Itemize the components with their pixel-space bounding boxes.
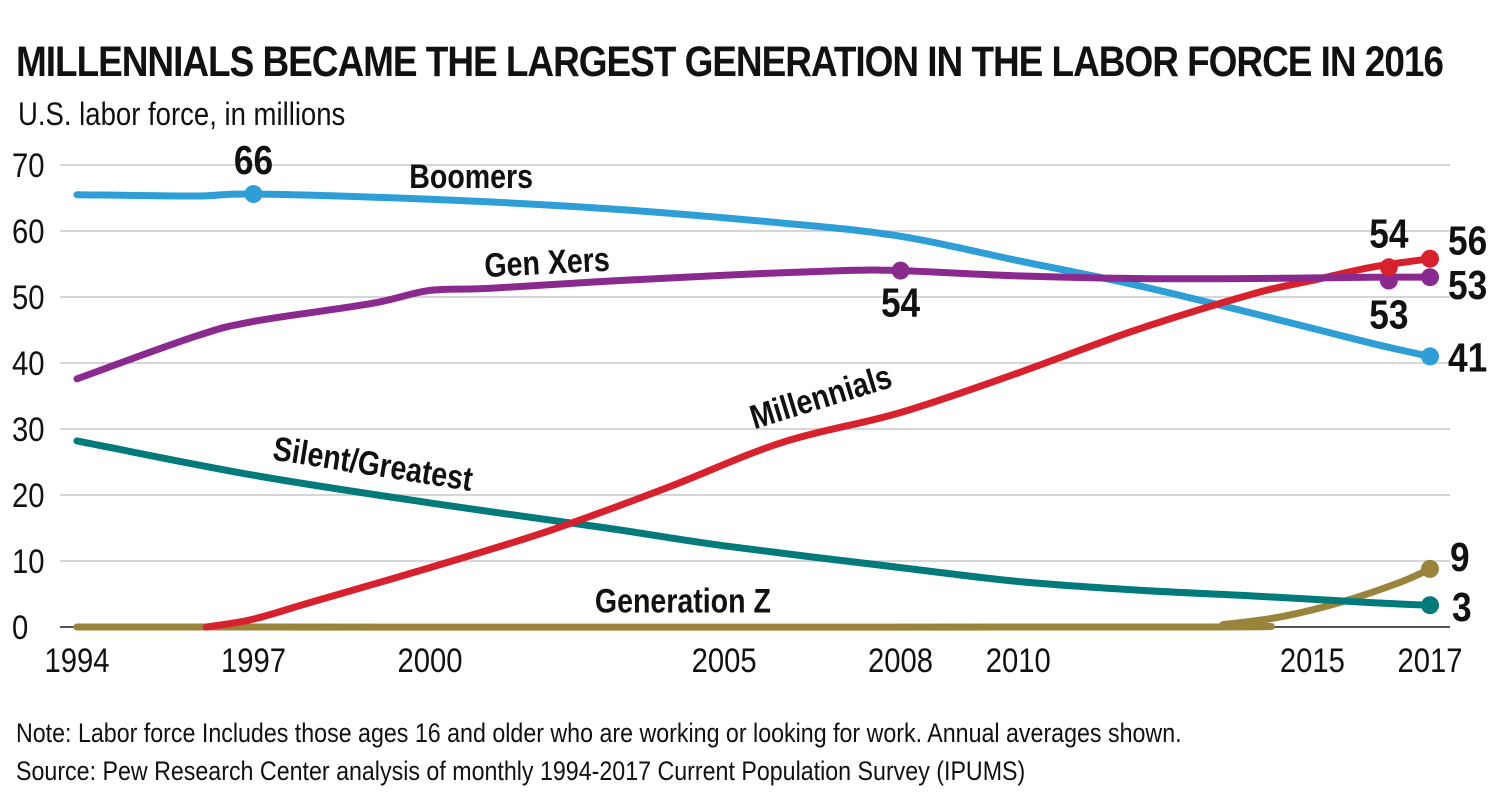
y-tick-label: 40 <box>12 344 45 383</box>
data-label: 3 <box>1452 585 1472 631</box>
series-line-millennials <box>202 255 1434 631</box>
x-tick-label: 2017 <box>1397 641 1462 680</box>
data-labels: 66 41 54 53 53 54 56 9 3 <box>234 138 1487 631</box>
y-tick-label: 50 <box>12 278 45 317</box>
data-label: 53 <box>1369 292 1408 338</box>
x-tick-label: 2015 <box>1280 641 1345 680</box>
chart-title: MILLENNIALS BECAME THE LARGEST GENERATIO… <box>16 38 1444 86</box>
chart-subtitle: U.S. labor force, in millions <box>18 96 346 132</box>
series-line-gen-xers <box>73 266 1434 383</box>
data-point <box>891 261 910 280</box>
y-axis-ticks: 0 10 20 30 40 50 60 70 <box>12 146 45 647</box>
grid-lines <box>60 164 1450 628</box>
data-label: 54 <box>1369 211 1409 257</box>
data-label: 53 <box>1448 263 1487 309</box>
data-point <box>1379 271 1398 290</box>
series-line-silent-greatest <box>73 437 1434 609</box>
x-tick-label: 2000 <box>397 641 462 680</box>
data-point <box>1421 596 1439 615</box>
series-label: Boomers <box>409 158 533 196</box>
data-point <box>1421 559 1439 578</box>
data-label: 41 <box>1448 335 1487 381</box>
x-tick-label: 2005 <box>692 641 757 680</box>
x-tick-label: 1994 <box>44 641 109 680</box>
series-line-generation-z <box>73 565 1434 631</box>
series-label: Gen Xers <box>483 240 610 284</box>
data-label: 9 <box>1450 534 1470 580</box>
y-tick-label: 0 <box>12 608 28 647</box>
series-label: Generation Z <box>595 582 771 620</box>
data-point <box>1379 258 1398 277</box>
data-point <box>1421 347 1439 366</box>
chart-note: Note: Labor force Includes those ages 16… <box>16 718 1182 748</box>
x-axis-ticks: 1994 1997 2000 2005 2008 2010 2015 2017 <box>44 641 1462 680</box>
y-tick-label: 20 <box>12 476 45 515</box>
x-tick-label: 2010 <box>986 641 1051 680</box>
y-tick-label: 60 <box>12 212 45 251</box>
series-label: Silent/Greatest <box>270 429 475 498</box>
data-point <box>244 185 263 204</box>
data-point <box>1421 268 1439 287</box>
data-label: 54 <box>881 280 921 326</box>
series-label: Millennials <box>745 358 896 437</box>
data-label: 66 <box>234 138 273 184</box>
data-point <box>1421 249 1439 268</box>
x-tick-label: 2008 <box>868 641 933 680</box>
data-markers <box>244 185 1439 615</box>
y-tick-label: 70 <box>12 146 45 185</box>
x-tick-label: 1997 <box>221 641 286 680</box>
data-label: 56 <box>1448 218 1487 264</box>
y-tick-label: 30 <box>12 410 45 449</box>
y-tick-label: 10 <box>12 542 45 581</box>
chart-source: Source: Pew Research Center analysis of … <box>16 756 1026 786</box>
